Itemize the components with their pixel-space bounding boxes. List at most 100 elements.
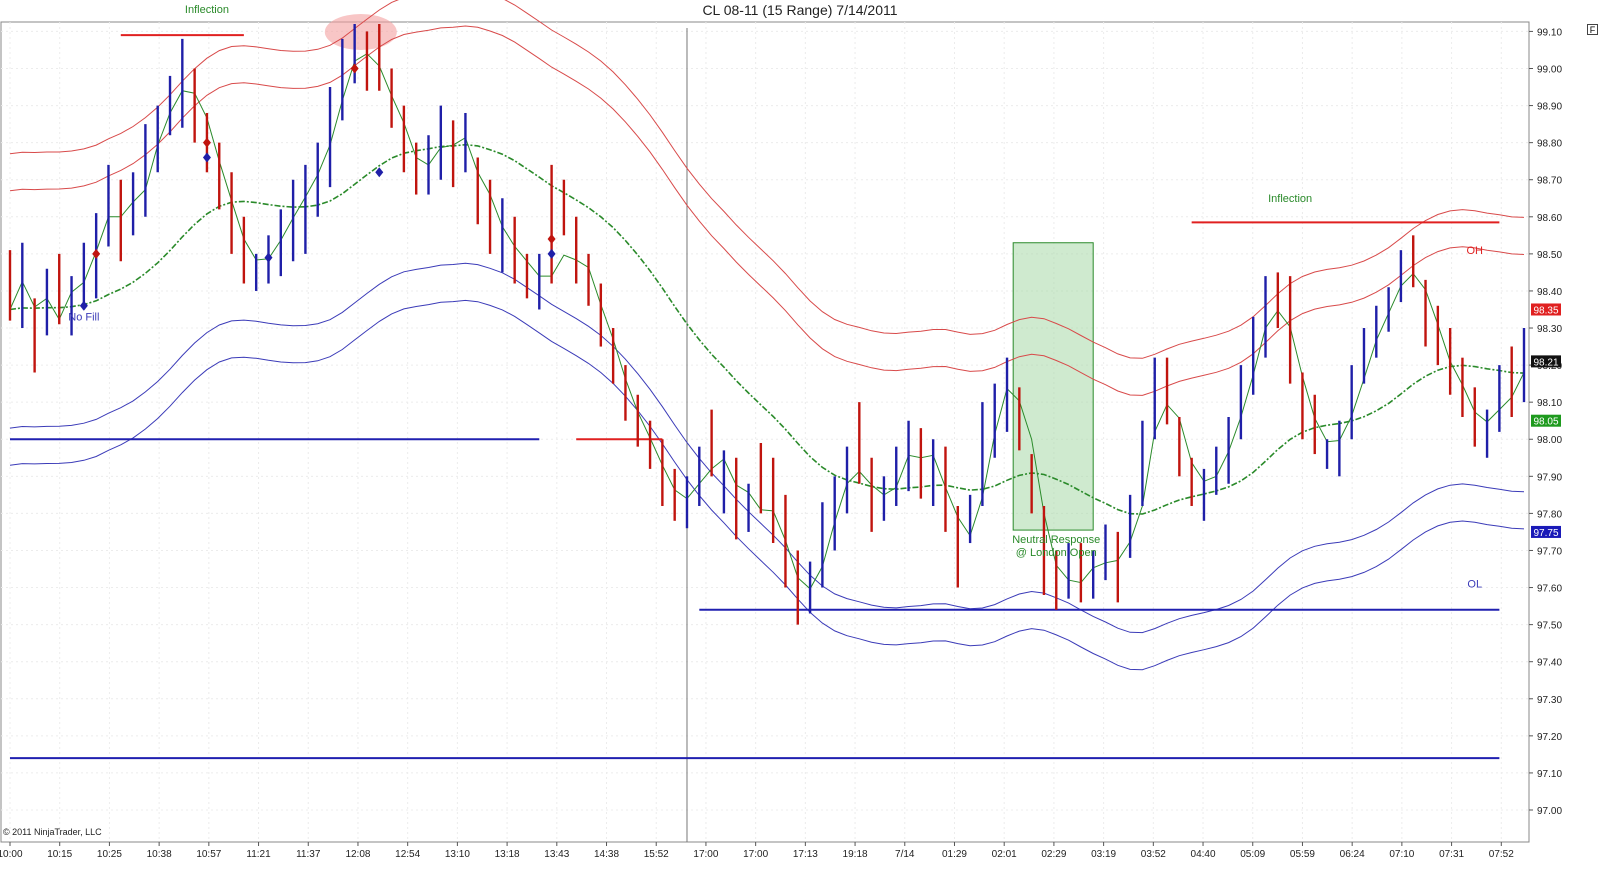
y-tick-label: 97.90 xyxy=(1537,472,1562,483)
y-tick-label: 97.70 xyxy=(1537,546,1562,557)
price-marker-box xyxy=(1531,525,1561,538)
x-tick-label: 10:25 xyxy=(97,849,122,860)
signal-diamond xyxy=(79,300,88,311)
price-marker: 98.05 xyxy=(1531,414,1561,428)
signal-diamond xyxy=(375,167,384,178)
x-tick-label: 07:52 xyxy=(1489,849,1514,860)
y-tick-label: 98.50 xyxy=(1537,250,1562,261)
x-tick-label: 10:38 xyxy=(147,849,172,860)
signal-diamond xyxy=(350,63,359,74)
y-tick-label: 98.30 xyxy=(1537,324,1562,335)
signal-diamond xyxy=(264,252,273,263)
x-tick-label: 17:00 xyxy=(743,849,768,860)
x-tick-label: 19:18 xyxy=(843,849,868,860)
price-levels xyxy=(10,34,1500,760)
chart-title: CL 08-11 (15 Range) 7/14/2011 xyxy=(702,2,898,18)
plot-frame xyxy=(0,21,1530,843)
price-marker-label: 97.75 xyxy=(1533,528,1558,539)
y-tick-label: 98.70 xyxy=(1537,176,1562,187)
signal-diamond xyxy=(202,152,211,163)
x-tick-label: 07:31 xyxy=(1439,849,1464,860)
x-tick-label: 07:10 xyxy=(1389,849,1414,860)
y-tick-label: 98.00 xyxy=(1537,435,1562,446)
x-tick-label: 06:24 xyxy=(1340,849,1365,860)
annotation-label: @ London Open xyxy=(1016,547,1097,559)
x-tick-label: 7/14 xyxy=(895,849,915,860)
signal-diamond xyxy=(547,234,556,245)
y-tick-label: 98.10 xyxy=(1537,398,1562,409)
x-tick-label: 13:10 xyxy=(445,849,470,860)
x-tick-label: 03:19 xyxy=(1091,849,1116,860)
y-tick-label: 97.30 xyxy=(1537,695,1562,706)
annotation-label: Inflection xyxy=(1268,193,1312,205)
chart-format-button[interactable]: F xyxy=(1587,24,1598,35)
slow-average-line xyxy=(9,143,1525,515)
annotation-label: OH xyxy=(1467,245,1484,257)
x-tick-label: 12:54 xyxy=(395,849,420,860)
y-tick-label: 98.90 xyxy=(1537,102,1562,113)
signal-markers xyxy=(79,63,556,311)
x-tick-label: 17:00 xyxy=(693,849,718,860)
x-tick-label: 12:08 xyxy=(345,849,370,860)
y-tick-label: 98.40 xyxy=(1537,287,1562,298)
y-tick-label: 97.00 xyxy=(1537,806,1562,817)
y-tick-label: 97.80 xyxy=(1537,509,1562,520)
x-tick-label: 13:43 xyxy=(544,849,569,860)
x-tick-label: 04:40 xyxy=(1191,849,1216,860)
signal-diamond xyxy=(92,248,101,259)
shaded-region xyxy=(324,14,1094,531)
price-marker-label: 98.05 xyxy=(1533,417,1558,428)
x-tick-label: 10:00 xyxy=(0,849,23,860)
price-marker: 98.35 xyxy=(1531,303,1561,316)
x-tick-label: 15:52 xyxy=(644,849,669,860)
price-marker-box xyxy=(1531,414,1561,427)
price-marker-box xyxy=(1531,303,1561,316)
x-axis: 10:00 10:15 10:25 10:38 10:57 11:21 11:37 12:08… xyxy=(0,842,1514,860)
y-tick-label: 97.20 xyxy=(1537,732,1562,743)
y-tick-label: 98.60 xyxy=(1537,213,1562,224)
annotation-label: No Fill xyxy=(68,312,99,324)
envelope-band-line xyxy=(9,0,1525,359)
x-tick-label: 05:09 xyxy=(1240,849,1265,860)
y-tick-label: 99.00 xyxy=(1537,64,1562,75)
x-tick-label: 11:37 xyxy=(296,849,321,860)
y-tick-label: 97.60 xyxy=(1537,584,1562,595)
price-marker-label: 98.35 xyxy=(1533,305,1558,316)
price-marker-box xyxy=(1531,355,1561,368)
x-tick-label: 01:29 xyxy=(942,849,967,860)
x-tick-label: 17:13 xyxy=(793,849,818,860)
y-tick-label: 97.40 xyxy=(1537,658,1562,669)
x-tick-label: 02:29 xyxy=(1041,849,1066,860)
envelope-band-line xyxy=(9,25,1525,396)
price-marker-label: 98.21 xyxy=(1533,357,1558,368)
inflection-circle xyxy=(324,14,397,50)
y-tick-label: 97.50 xyxy=(1537,621,1562,632)
x-tick-label: 11:21 xyxy=(246,849,271,860)
grid xyxy=(1,22,1529,842)
fast-average-line xyxy=(9,53,1525,590)
envelope-bands xyxy=(9,0,1525,671)
price-bars xyxy=(8,24,1526,625)
envelope-band-line xyxy=(9,262,1525,634)
y-tick-label: 98.80 xyxy=(1537,139,1562,150)
x-tick-label: 14:38 xyxy=(594,849,619,860)
x-tick-label: 10:15 xyxy=(47,849,72,860)
london-open-box xyxy=(1012,242,1094,531)
annotation-label: OL xyxy=(1467,579,1482,591)
annotation-label: Inflection xyxy=(185,4,229,16)
x-tick-label: 13:18 xyxy=(495,849,520,860)
y-tick-label: 99.10 xyxy=(1537,27,1562,38)
x-tick-label: 03:52 xyxy=(1141,849,1166,860)
annotations: Inflection No Fill Neutral Response@ Londo… xyxy=(68,4,1483,591)
x-tick-label: 02:01 xyxy=(992,849,1017,860)
price-marker: 97.75 xyxy=(1531,525,1561,539)
price-marker: 98.21 xyxy=(1531,355,1561,368)
copyright-text: © 2011 NinjaTrader, LLC xyxy=(3,827,102,837)
signal-diamond xyxy=(202,137,211,148)
x-tick-label: 10:57 xyxy=(196,849,221,860)
x-tick-label: 05:59 xyxy=(1290,849,1315,860)
annotation-label: Neutral Response xyxy=(1012,534,1100,546)
envelope-band-line xyxy=(9,299,1525,671)
signal-diamond xyxy=(547,248,556,259)
